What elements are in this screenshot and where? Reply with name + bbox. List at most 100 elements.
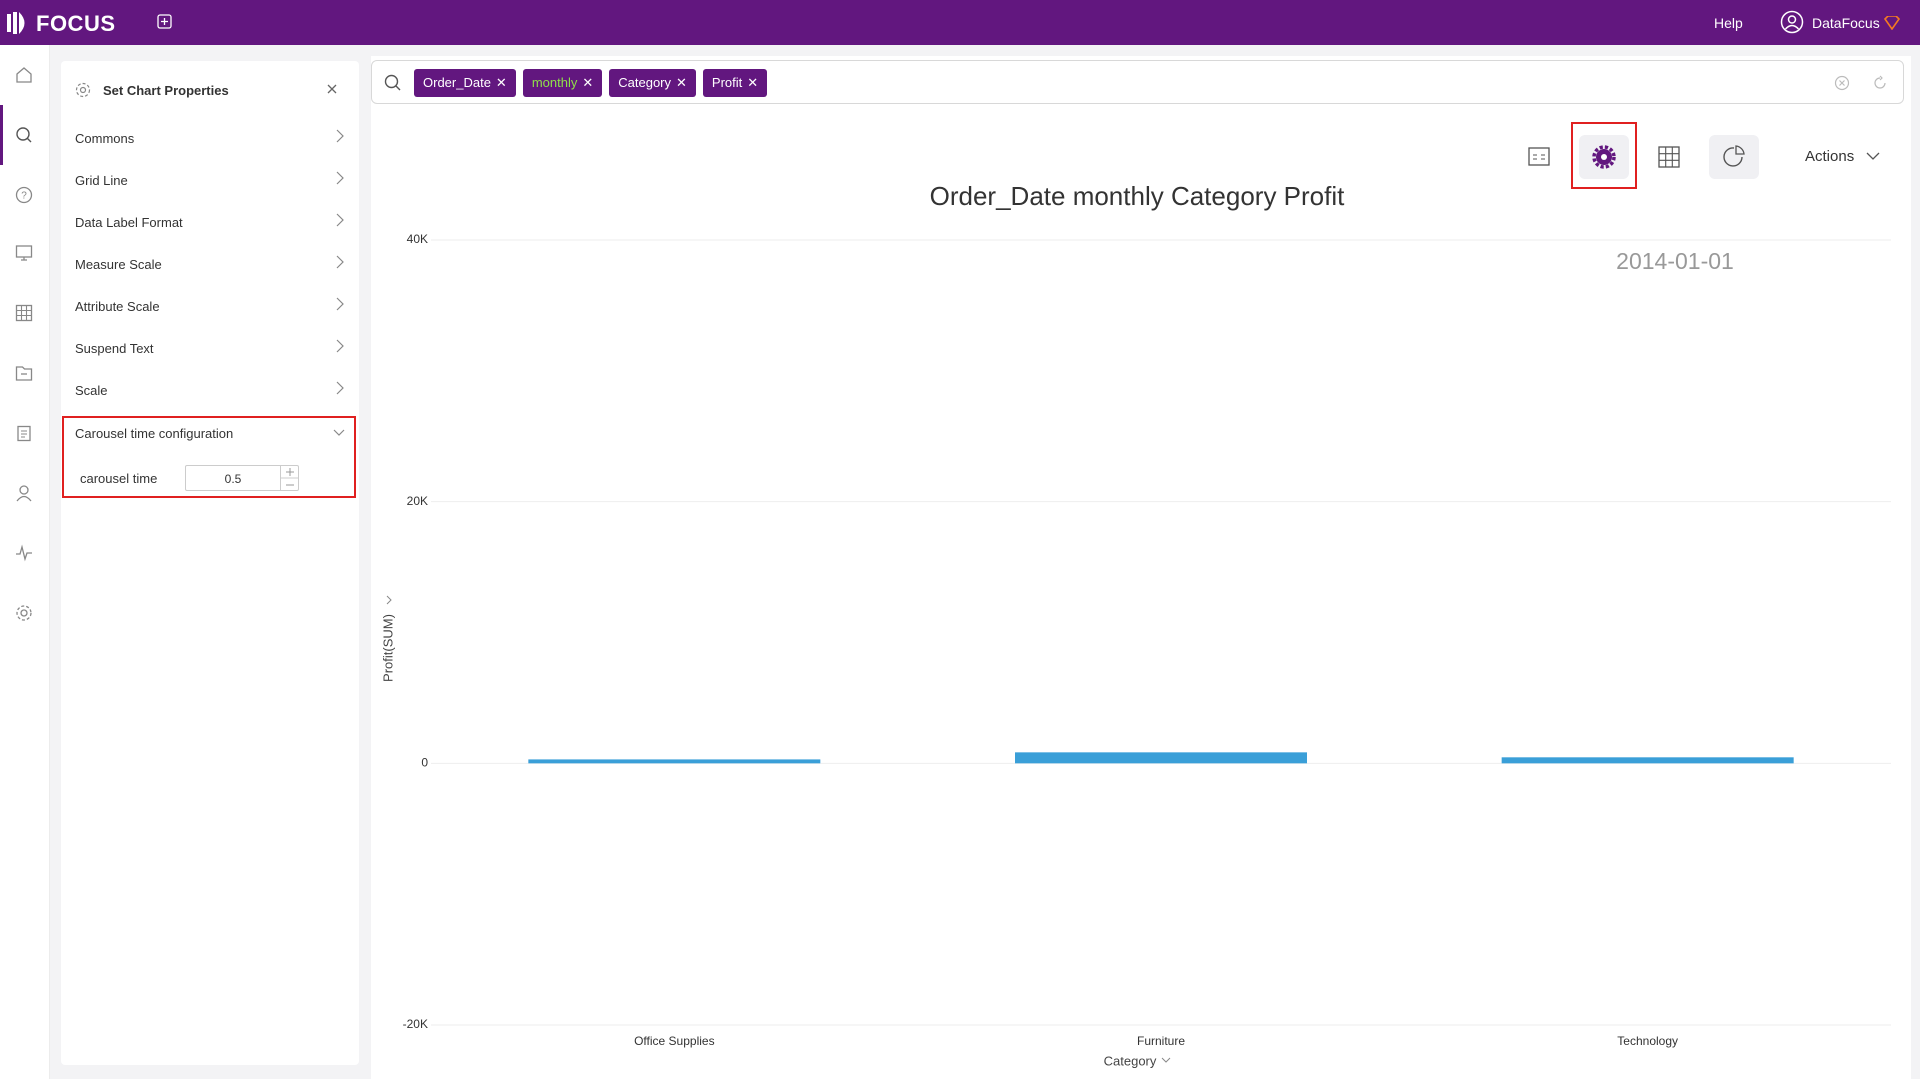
chevron-right xyxy=(336,297,344,311)
panel-item-label: Grid Line xyxy=(75,173,128,188)
token-remove[interactable]: ✕ xyxy=(495,75,507,90)
x-tick-label: Technology xyxy=(1617,1034,1678,1048)
help-link[interactable]: Help xyxy=(1714,15,1743,31)
logo-icon xyxy=(7,12,25,34)
highlight-box xyxy=(62,416,356,498)
y-axis-title: Profit(SUM) xyxy=(380,614,395,682)
stepper[interactable] xyxy=(280,466,299,490)
x-axis-chevron xyxy=(1161,1057,1171,1063)
panel-item[interactable]: Scale xyxy=(75,381,345,398)
tool-table[interactable] xyxy=(1644,135,1694,179)
chart-title: Order_Date monthly Category Profit xyxy=(930,181,1346,211)
panel-item[interactable]: Measure Scale xyxy=(75,255,345,272)
search-token[interactable]: monthly ✕ xyxy=(522,69,603,97)
nav-settings[interactable] xyxy=(15,604,33,622)
panel-item[interactable]: Data Label Format xyxy=(75,213,345,230)
chevron-right xyxy=(336,129,344,143)
panel-item-label: Suspend Text xyxy=(75,341,154,356)
chevron-path xyxy=(336,339,344,353)
panel-item[interactable]: Grid Line xyxy=(75,171,345,188)
chevron-right xyxy=(336,171,344,185)
carousel-field-label: carousel time xyxy=(80,471,158,486)
y-tick-label: 40K xyxy=(407,232,428,246)
nav-home[interactable] xyxy=(15,66,33,84)
token-label: Order_Date xyxy=(423,75,491,90)
actions-label: Actions xyxy=(1805,148,1855,165)
token-label: Profit xyxy=(711,75,743,90)
panel-title: Set Chart Properties xyxy=(103,83,229,98)
search-token[interactable]: Profit ✕ xyxy=(702,69,768,97)
tool-chart-type[interactable] xyxy=(1709,135,1759,179)
user-name[interactable]: DataFocus xyxy=(1812,15,1880,31)
actions-menu[interactable]: Actions xyxy=(1805,148,1880,165)
chevron-right xyxy=(336,381,344,395)
chevron-path xyxy=(336,381,344,395)
tool-filter[interactable] xyxy=(1514,135,1564,179)
nav-user[interactable] xyxy=(15,484,33,502)
x-tick-label: Office Supplies xyxy=(634,1034,715,1048)
chevron-path xyxy=(336,213,344,227)
token-remove[interactable]: ✕ xyxy=(676,75,687,90)
add-tab[interactable] xyxy=(157,14,173,30)
svg-text:?: ? xyxy=(21,191,27,202)
chevron-path xyxy=(336,129,344,143)
search-token[interactable]: Category ✕ xyxy=(609,69,696,97)
panel-item[interactable]: Suspend Text xyxy=(75,339,345,356)
bar xyxy=(528,759,821,764)
chevron-right xyxy=(336,255,344,269)
top-bar: FOCUS Help DataFocus xyxy=(0,0,1920,45)
panel-item-label: Attribute Scale xyxy=(75,299,160,314)
panel-item-label: Data Label Format xyxy=(75,215,183,230)
bar xyxy=(1501,757,1794,764)
carousel-header[interactable]: Carousel time configuration xyxy=(75,426,345,441)
search-token[interactable]: Order_Date ✕ xyxy=(414,69,516,97)
y-tick-label: 20K xyxy=(407,494,428,508)
panel-item-label: Measure Scale xyxy=(75,257,162,272)
x-axis-title: Category xyxy=(1104,1053,1157,1068)
highlight-box xyxy=(1571,122,1637,189)
panel-item-label: Commons xyxy=(75,131,135,146)
settings-panel: Set Chart Properties Commons Grid Line Dat… xyxy=(61,61,359,1065)
search-icon xyxy=(384,74,401,91)
carousel-title: Carousel time configuration xyxy=(75,426,234,441)
clear-search[interactable] xyxy=(1834,75,1850,91)
token-remove[interactable]: ✕ xyxy=(582,75,594,90)
token-remove[interactable]: ✕ xyxy=(747,75,759,90)
x-tick-label: Furniture xyxy=(1137,1034,1185,1048)
carousel-input[interactable]: 0.5 xyxy=(185,465,299,491)
panel-item[interactable]: Commons xyxy=(75,129,345,146)
carousel-value: 0.5 xyxy=(224,472,242,486)
nav-rail: ? xyxy=(0,45,50,1079)
nav-help[interactable]: ? xyxy=(15,186,33,204)
search-bar[interactable]: Order_Date ✕ monthly ✕ Category ✕ Profit ✕ xyxy=(371,60,1904,104)
time-annotation: 2014-01-01 xyxy=(1616,248,1734,274)
chevron-right xyxy=(336,213,344,227)
chevron-path xyxy=(336,171,344,185)
y-tick-label: 0 xyxy=(421,756,428,770)
nav-folder[interactable] xyxy=(15,364,33,382)
nav-active-indicator xyxy=(0,105,3,165)
panel-item[interactable]: Attribute Scale xyxy=(75,297,345,314)
chevron-path xyxy=(336,297,344,311)
user-avatar xyxy=(1780,10,1804,34)
tool-settings[interactable] xyxy=(1579,135,1629,179)
refresh[interactable] xyxy=(1872,75,1888,91)
token-label: Category xyxy=(618,75,672,90)
panel-item-label: Scale xyxy=(75,383,108,398)
y-tick-label: -20K xyxy=(403,1017,428,1031)
nav-clipboard[interactable] xyxy=(15,424,33,442)
nav-board[interactable] xyxy=(15,244,33,262)
nav-monitor[interactable] xyxy=(15,544,33,562)
chevron-down xyxy=(1866,152,1880,160)
nav-search[interactable] xyxy=(15,126,33,144)
y-axis-chevron xyxy=(386,595,392,605)
bar xyxy=(1015,752,1307,764)
panel-close[interactable] xyxy=(327,84,337,94)
token-label: monthly xyxy=(531,75,578,90)
vip-badge xyxy=(1884,16,1900,30)
token-list: Order_Date ✕ monthly ✕ Category ✕ Profit ✕ xyxy=(414,69,774,97)
panel-icon xyxy=(75,82,91,98)
nav-table[interactable] xyxy=(15,304,33,322)
